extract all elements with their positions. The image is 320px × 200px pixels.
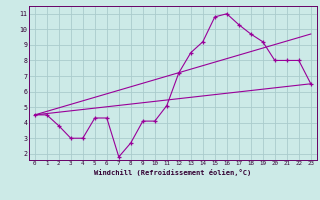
X-axis label: Windchill (Refroidissement éolien,°C): Windchill (Refroidissement éolien,°C) xyxy=(94,169,252,176)
